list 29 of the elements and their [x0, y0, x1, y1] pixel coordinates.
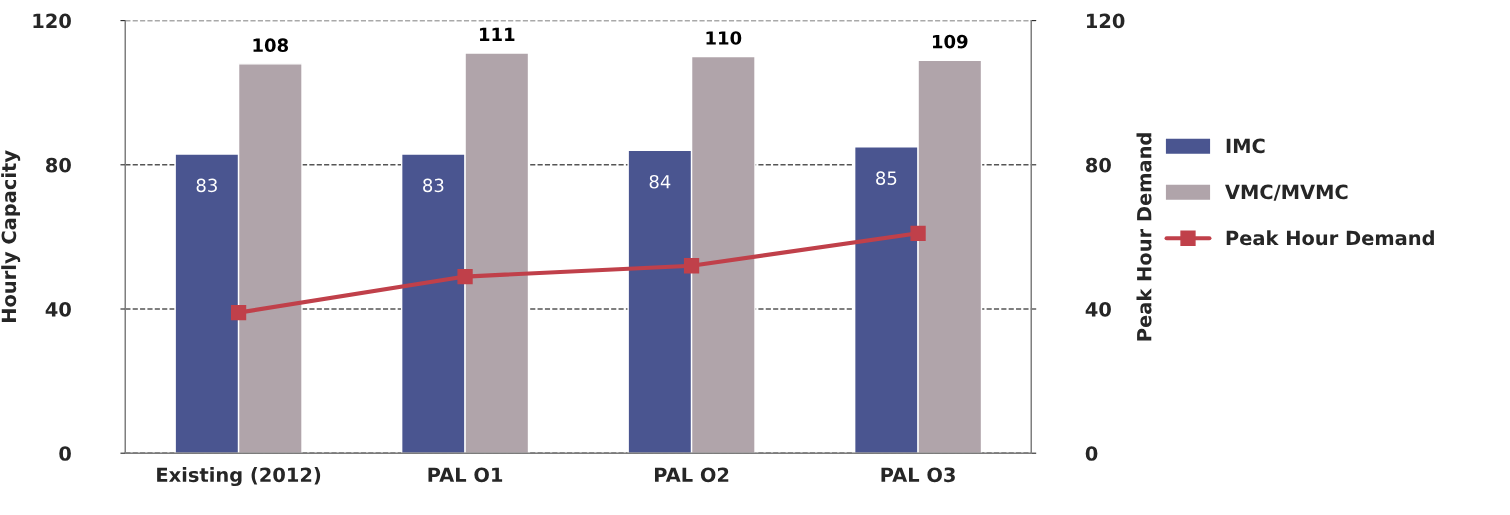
y-axis-title: Hourly Capacity: [1, 150, 21, 322]
y-tick-label: 120: [33, 13, 71, 29]
x-tick-label: PAL O2: [654, 467, 729, 483]
y2-tick-label: 120: [1087, 13, 1125, 29]
point: [457, 268, 473, 285]
x-tick-label: Existing (2012): [157, 467, 321, 487]
y-tick-label: 80: [45, 157, 71, 173]
point: [230, 304, 247, 321]
data-label: 111: [479, 27, 515, 41]
data-label: 110: [706, 31, 742, 45]
data-label: 108: [253, 38, 289, 53]
point: [683, 258, 700, 274]
x-tick-label: PAL O1: [428, 467, 503, 483]
data-label: 85: [876, 171, 897, 185]
y-tick-label: 0: [59, 446, 71, 461]
y-tick-label: 40: [45, 301, 71, 317]
y2-axis-title: Peak Hour Demand: [1136, 133, 1152, 341]
y2-tick-label: 40: [1085, 301, 1111, 317]
y2-tick-label: 80: [1085, 157, 1111, 173]
data-label: 109: [932, 34, 968, 49]
legend-label: IMC: [1226, 138, 1265, 154]
data-label: 83: [423, 178, 444, 193]
x-tick-label: PAL O3: [881, 467, 955, 483]
data-label: 83: [196, 178, 217, 193]
data-label: 84: [649, 174, 671, 189]
legend-label: VMC/MVMC: [1225, 184, 1348, 201]
point: [910, 225, 926, 241]
y2-tick-label: 0: [1085, 446, 1098, 461]
legend-label: Peak Hour Demand: [1226, 230, 1434, 246]
